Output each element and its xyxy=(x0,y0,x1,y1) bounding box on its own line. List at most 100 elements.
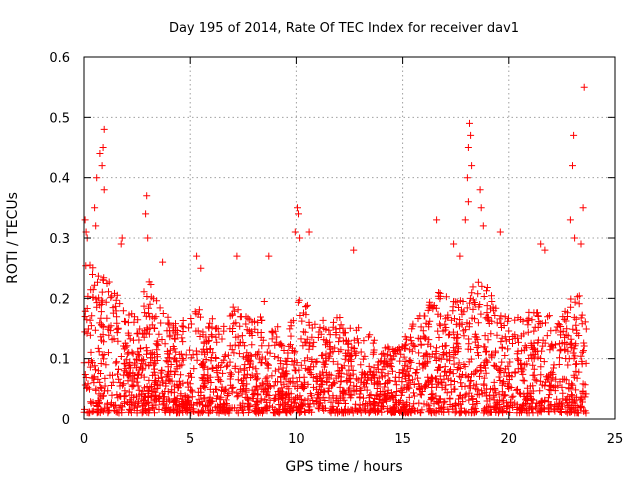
data-point xyxy=(433,216,441,224)
data-point xyxy=(563,325,571,333)
data-point xyxy=(287,390,295,398)
data-point xyxy=(197,392,205,399)
data-point xyxy=(455,372,463,380)
data-point xyxy=(455,345,462,353)
data-point xyxy=(299,342,307,350)
data-point xyxy=(292,367,300,375)
data-point xyxy=(440,408,448,416)
data-point xyxy=(202,356,210,363)
data-point xyxy=(122,365,130,373)
data-point xyxy=(259,381,267,389)
data-point xyxy=(194,408,202,416)
data-point xyxy=(98,298,106,306)
data-point xyxy=(436,372,444,380)
data-point xyxy=(220,327,228,335)
data-point xyxy=(435,399,443,407)
data-point xyxy=(577,352,585,360)
data-point xyxy=(135,370,142,378)
data-point xyxy=(314,390,322,398)
data-point xyxy=(455,395,462,403)
data-point xyxy=(297,335,305,343)
data-point xyxy=(113,391,121,399)
data-point xyxy=(347,378,355,386)
data-point xyxy=(142,344,150,352)
data-point xyxy=(284,349,292,357)
data-point xyxy=(581,318,589,326)
data-point xyxy=(97,308,105,316)
data-point xyxy=(301,378,309,386)
data-point xyxy=(437,312,444,320)
data-point xyxy=(347,362,355,370)
data-point xyxy=(145,387,153,395)
data-point xyxy=(243,326,251,334)
data-point xyxy=(491,312,499,319)
x-tick-label: 15 xyxy=(394,432,411,447)
data-point xyxy=(466,299,474,307)
data-point xyxy=(534,309,541,317)
data-point xyxy=(525,355,533,362)
data-point xyxy=(279,364,287,372)
data-point xyxy=(562,396,570,404)
data-point xyxy=(121,360,129,368)
data-point xyxy=(370,348,378,356)
data-point xyxy=(361,352,369,360)
data-point xyxy=(408,347,416,355)
data-point xyxy=(144,234,152,242)
data-point xyxy=(241,361,249,369)
data-point xyxy=(296,396,304,403)
data-point xyxy=(317,330,325,338)
data-point xyxy=(486,402,494,410)
data-point xyxy=(469,305,477,313)
data-point xyxy=(405,357,413,365)
data-point xyxy=(490,361,498,369)
data-point xyxy=(164,319,172,327)
data-point xyxy=(166,346,174,354)
data-point xyxy=(504,362,512,370)
data-point xyxy=(147,349,155,357)
data-point xyxy=(405,393,413,401)
data-point xyxy=(451,378,458,385)
data-point xyxy=(301,409,309,416)
data-point xyxy=(498,388,506,396)
data-point xyxy=(173,327,181,334)
data-point xyxy=(432,392,440,400)
data-point xyxy=(484,336,492,344)
data-point xyxy=(415,349,423,357)
data-point xyxy=(471,301,479,309)
data-point xyxy=(391,377,399,385)
data-point xyxy=(135,391,143,399)
data-point xyxy=(98,336,105,344)
data-point xyxy=(242,374,250,382)
data-point xyxy=(345,375,353,383)
data-point xyxy=(422,381,430,389)
data-point xyxy=(196,333,204,340)
data-point xyxy=(229,303,237,311)
data-point xyxy=(408,340,416,348)
data-point xyxy=(416,386,424,394)
data-point xyxy=(429,394,437,402)
data-point xyxy=(291,228,299,236)
data-point xyxy=(566,216,574,224)
data-point xyxy=(365,409,373,417)
data-point xyxy=(397,391,405,399)
data-point xyxy=(213,408,221,416)
data-point xyxy=(397,350,405,358)
data-point xyxy=(153,381,161,389)
data-point xyxy=(154,341,162,349)
data-point xyxy=(474,278,482,286)
data-point xyxy=(488,317,496,325)
data-point xyxy=(536,320,544,327)
data-point xyxy=(300,383,308,391)
data-point xyxy=(142,400,150,407)
data-point xyxy=(491,385,499,392)
data-point xyxy=(338,406,345,414)
data-point xyxy=(151,365,158,373)
data-point xyxy=(329,358,337,366)
data-point xyxy=(308,324,316,332)
data-point xyxy=(565,402,573,410)
data-point xyxy=(501,313,509,321)
data-point xyxy=(298,317,306,325)
data-point xyxy=(482,314,490,322)
data-point xyxy=(475,351,482,359)
data-point xyxy=(190,365,198,373)
